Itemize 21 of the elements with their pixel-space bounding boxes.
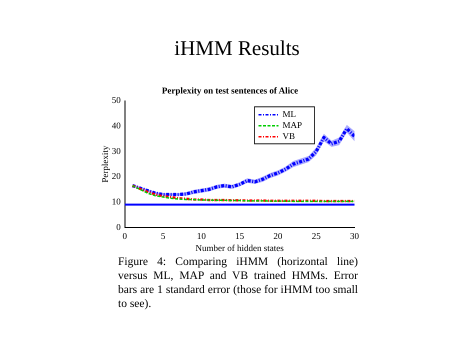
x-tick-label: 15 (235, 231, 245, 242)
legend-label: ML (282, 109, 296, 120)
y-tick-label: 20 (112, 171, 122, 182)
legend-label: VB (282, 131, 296, 142)
x-axis-title: Number of hidden states (196, 242, 284, 253)
y-tick-label: 50 (112, 95, 122, 106)
chart-subtitle: Perplexity on test sentences of Alice (162, 86, 298, 96)
y-tick-label: 40 (112, 120, 122, 130)
y-tick-label: 10 (112, 196, 122, 206)
x-tick-label: 30 (350, 231, 360, 242)
y-axis-title: Perplexity (100, 145, 110, 183)
caption: Figure 4: Comparing iHMM (horizontal line) versus ML, MAP and VB trained HMMs. Error bars are 1 standard error (those for iHMM too small to see). (118, 255, 358, 311)
x-tick-label: 10 (196, 231, 206, 242)
legend-label: MAP (282, 120, 302, 130)
x-tick-label: 20 (273, 231, 283, 242)
x-tick-label: 5 (160, 231, 166, 242)
y-tick-label: 0 (116, 222, 122, 232)
x-tick-label: 25 (312, 231, 322, 242)
x-tick-label: 0 (122, 231, 128, 242)
chart-title: iHMM Results (173, 36, 301, 61)
y-tick-label: 30 (112, 146, 122, 156)
